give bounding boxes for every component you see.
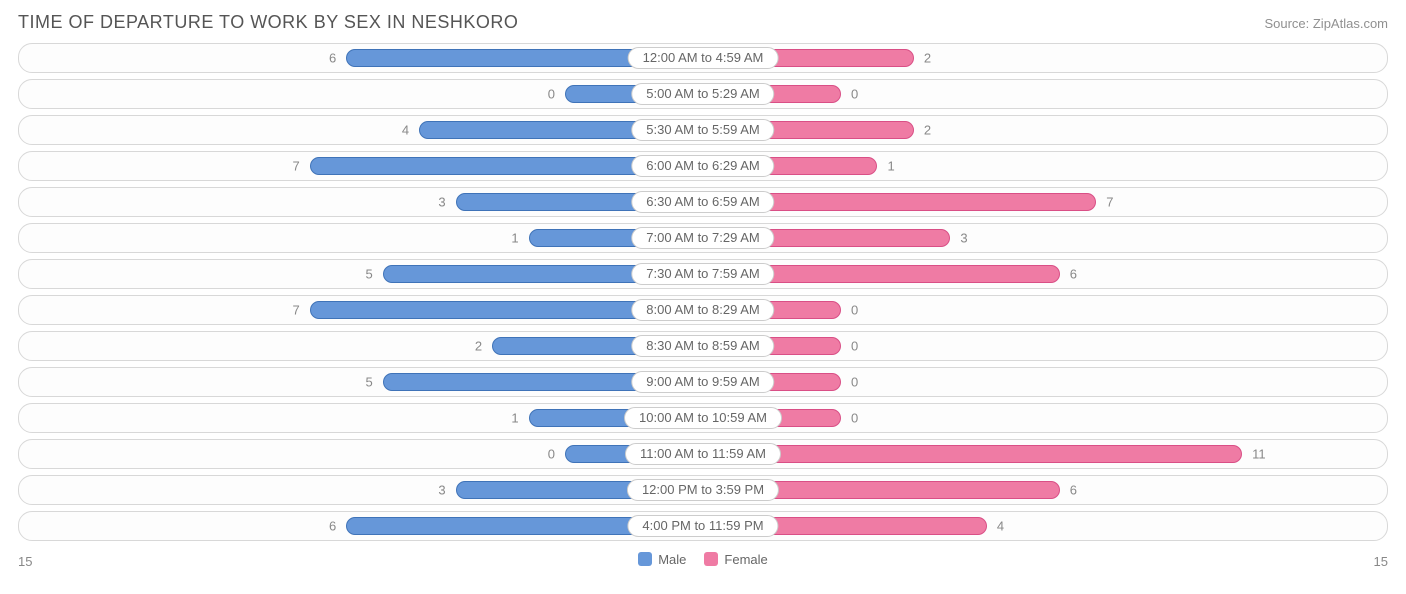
female-value: 6 — [1070, 267, 1077, 282]
male-value: 3 — [438, 483, 445, 498]
row-label: 7:30 AM to 7:59 AM — [631, 263, 774, 285]
row-label: 8:30 AM to 8:59 AM — [631, 335, 774, 357]
female-value: 0 — [851, 87, 858, 102]
female-value: 2 — [924, 123, 931, 138]
row-label: 7:00 AM to 7:29 AM — [631, 227, 774, 249]
row-label: 5:00 AM to 5:29 AM — [631, 83, 774, 105]
chart-row: 6 4 4:00 PM to 11:59 PM — [18, 511, 1388, 541]
chart-row: 5 0 9:00 AM to 9:59 AM — [18, 367, 1388, 397]
chart-header: TIME OF DEPARTURE TO WORK BY SEX IN NESH… — [18, 12, 1388, 33]
row-label: 6:00 AM to 6:29 AM — [631, 155, 774, 177]
chart-row: 5 6 7:30 AM to 7:59 AM — [18, 259, 1388, 289]
female-bar — [703, 445, 1242, 463]
male-value: 6 — [329, 51, 336, 66]
female-value: 1 — [887, 159, 894, 174]
male-value: 4 — [402, 123, 409, 138]
female-value: 0 — [851, 339, 858, 354]
row-label: 6:30 AM to 6:59 AM — [631, 191, 774, 213]
chart-row: 1 3 7:00 AM to 7:29 AM — [18, 223, 1388, 253]
row-label: 4:00 PM to 11:59 PM — [627, 515, 778, 537]
chart-row: 6 2 12:00 AM to 4:59 AM — [18, 43, 1388, 73]
legend-label: Female — [724, 552, 767, 567]
row-label: 11:00 AM to 11:59 AM — [625, 443, 781, 465]
female-value: 7 — [1106, 195, 1113, 210]
axis-max-left: 15 — [18, 554, 32, 569]
row-label: 5:30 AM to 5:59 AM — [631, 119, 774, 141]
row-label: 8:00 AM to 8:29 AM — [631, 299, 774, 321]
male-value: 7 — [293, 159, 300, 174]
chart-source: Source: ZipAtlas.com — [1264, 16, 1388, 31]
chart-row: 7 0 8:00 AM to 8:29 AM — [18, 295, 1388, 325]
male-value: 0 — [548, 87, 555, 102]
male-value: 0 — [548, 447, 555, 462]
male-value: 6 — [329, 519, 336, 534]
chart-row: 0 0 5:00 AM to 5:29 AM — [18, 79, 1388, 109]
female-value: 2 — [924, 51, 931, 66]
diverging-bar-chart: 6 2 12:00 AM to 4:59 AM 0 0 5:00 AM to 5:29 A… — [18, 43, 1388, 541]
male-value: 2 — [475, 339, 482, 354]
female-value: 6 — [1070, 483, 1077, 498]
female-value: 4 — [997, 519, 1004, 534]
female-value: 0 — [851, 375, 858, 390]
male-value: 7 — [293, 303, 300, 318]
legend-swatch — [638, 552, 652, 566]
row-label: 12:00 AM to 4:59 AM — [628, 47, 779, 69]
chart-footer: 15 Male Female 15 — [18, 547, 1388, 571]
male-value: 5 — [365, 375, 372, 390]
row-label: 10:00 AM to 10:59 AM — [624, 407, 782, 429]
male-value: 1 — [511, 231, 518, 246]
legend-swatch — [704, 552, 718, 566]
row-label: 12:00 PM to 3:59 PM — [627, 479, 779, 501]
chart-row: 0 11 11:00 AM to 11:59 AM — [18, 439, 1388, 469]
legend-item: Female — [704, 552, 767, 567]
male-value: 5 — [365, 267, 372, 282]
chart-row: 3 6 12:00 PM to 3:59 PM — [18, 475, 1388, 505]
female-value: 0 — [851, 303, 858, 318]
chart-row: 3 7 6:30 AM to 6:59 AM — [18, 187, 1388, 217]
male-value: 1 — [511, 411, 518, 426]
chart-row: 4 2 5:30 AM to 5:59 AM — [18, 115, 1388, 145]
male-value: 3 — [438, 195, 445, 210]
legend-label: Male — [658, 552, 686, 567]
legend: Male Female — [638, 552, 768, 567]
female-value: 0 — [851, 411, 858, 426]
row-label: 9:00 AM to 9:59 AM — [631, 371, 774, 393]
legend-item: Male — [638, 552, 686, 567]
chart-row: 7 1 6:00 AM to 6:29 AM — [18, 151, 1388, 181]
female-value: 3 — [960, 231, 967, 246]
chart-row: 1 0 10:00 AM to 10:59 AM — [18, 403, 1388, 433]
axis-max-right: 15 — [1374, 554, 1388, 569]
female-value: 11 — [1252, 447, 1266, 462]
chart-title: TIME OF DEPARTURE TO WORK BY SEX IN NESH… — [18, 12, 518, 33]
chart-row: 2 0 8:30 AM to 8:59 AM — [18, 331, 1388, 361]
